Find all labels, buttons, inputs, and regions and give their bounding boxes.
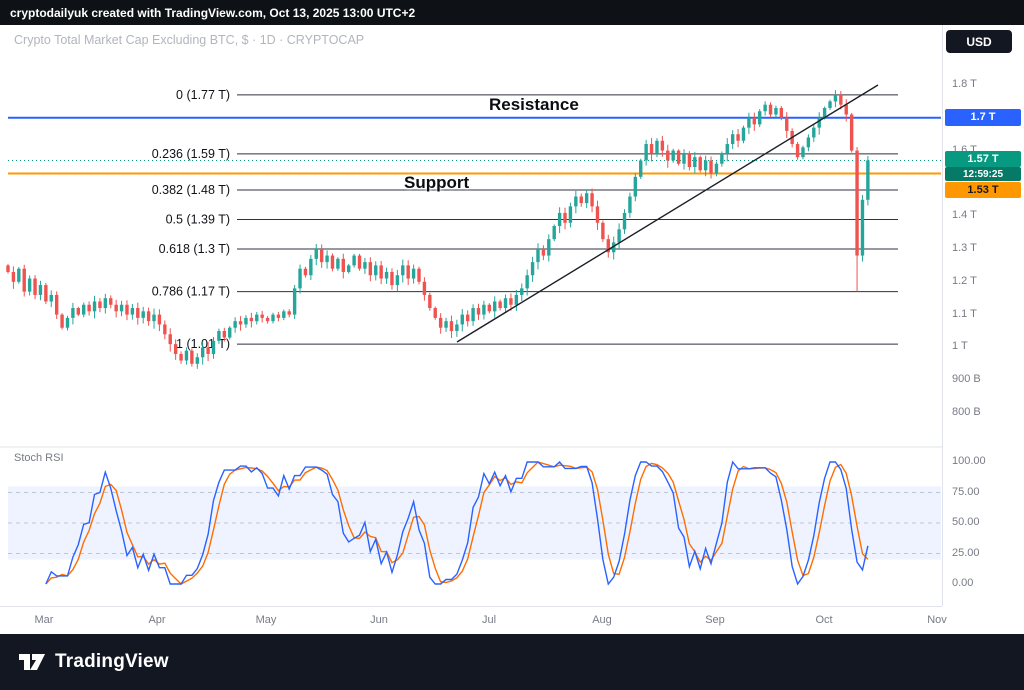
- price-axis-tick: 1.1 T: [952, 307, 977, 320]
- time-axis[interactable]: Mar Apr May Jun Jul Aug Sep Oct Nov: [0, 606, 947, 635]
- symbol-title: Crypto Total Market Cap Excluding BTC, $…: [14, 33, 365, 47]
- currency-usd-button[interactable]: USD: [946, 30, 1012, 53]
- time-axis-label: Oct: [815, 614, 833, 626]
- tradingview-logo-icon[interactable]: [18, 650, 46, 674]
- fib-level-label: 0.5 (1.39 T): [166, 212, 230, 226]
- attribution-text: cryptodailyuk created with TradingView.c…: [10, 5, 416, 20]
- time-axis-label: Mar: [34, 614, 54, 626]
- time-axis-label: Jul: [481, 614, 497, 626]
- price-badge-resistance: 1.7 T: [945, 108, 1021, 126]
- price-axis-tick: 1.8 T: [952, 78, 977, 90]
- price-axis-tick: 1.2 T: [952, 274, 977, 287]
- resistance-annotation: Resistance: [489, 95, 579, 114]
- bar-countdown-badge: 12:59:25: [945, 167, 1021, 181]
- time-axis-label: May: [255, 614, 277, 626]
- indicator-title: Stoch RSI: [14, 452, 64, 464]
- price-axis-tick: 25.00: [952, 546, 980, 559]
- price-axis-tick: 1.3 T: [952, 242, 977, 254]
- price-axis-tick: 800 B: [952, 406, 981, 418]
- price-axis-tick: 900 B: [952, 373, 981, 386]
- price-badge-last-price: 1.57 T: [945, 151, 1021, 167]
- footer-bar: TradingView: [0, 634, 1024, 690]
- attribution-bar: cryptodailyuk created with TradingView.c…: [0, 0, 1024, 25]
- time-axis-label: Apr: [148, 614, 166, 626]
- price-axis-tick: 1 T: [952, 340, 968, 353]
- time-axis-label: Aug: [592, 614, 612, 626]
- time-axis-label: Nov: [927, 614, 947, 626]
- fib-level-label: 0.786 (1.17 T): [152, 285, 230, 299]
- fib-level-label: 0.382 (1.48 T): [152, 183, 230, 197]
- fib-level-label: 0.236 (1.59 T): [152, 147, 230, 161]
- price-axis-tick: 50.00: [952, 516, 980, 528]
- time-axis-label: Jun: [370, 614, 388, 626]
- fib-level-label: 0 (1.77 T): [176, 88, 230, 102]
- price-axis-tick: 1.4 T: [952, 209, 977, 222]
- support-annotation: Support: [404, 173, 470, 192]
- price-axis-tick: 75.00: [952, 485, 980, 498]
- price-axis-tick: 0.00: [952, 577, 974, 589]
- tradingview-logo-text[interactable]: TradingView: [55, 651, 169, 672]
- fib-level-label: 0.618 (1.3 T): [159, 242, 230, 256]
- time-axis-label: Sep: [705, 614, 725, 626]
- price-axis-tick: 100.00: [952, 455, 986, 467]
- price-badge-support: 1.53 T: [945, 182, 1021, 198]
